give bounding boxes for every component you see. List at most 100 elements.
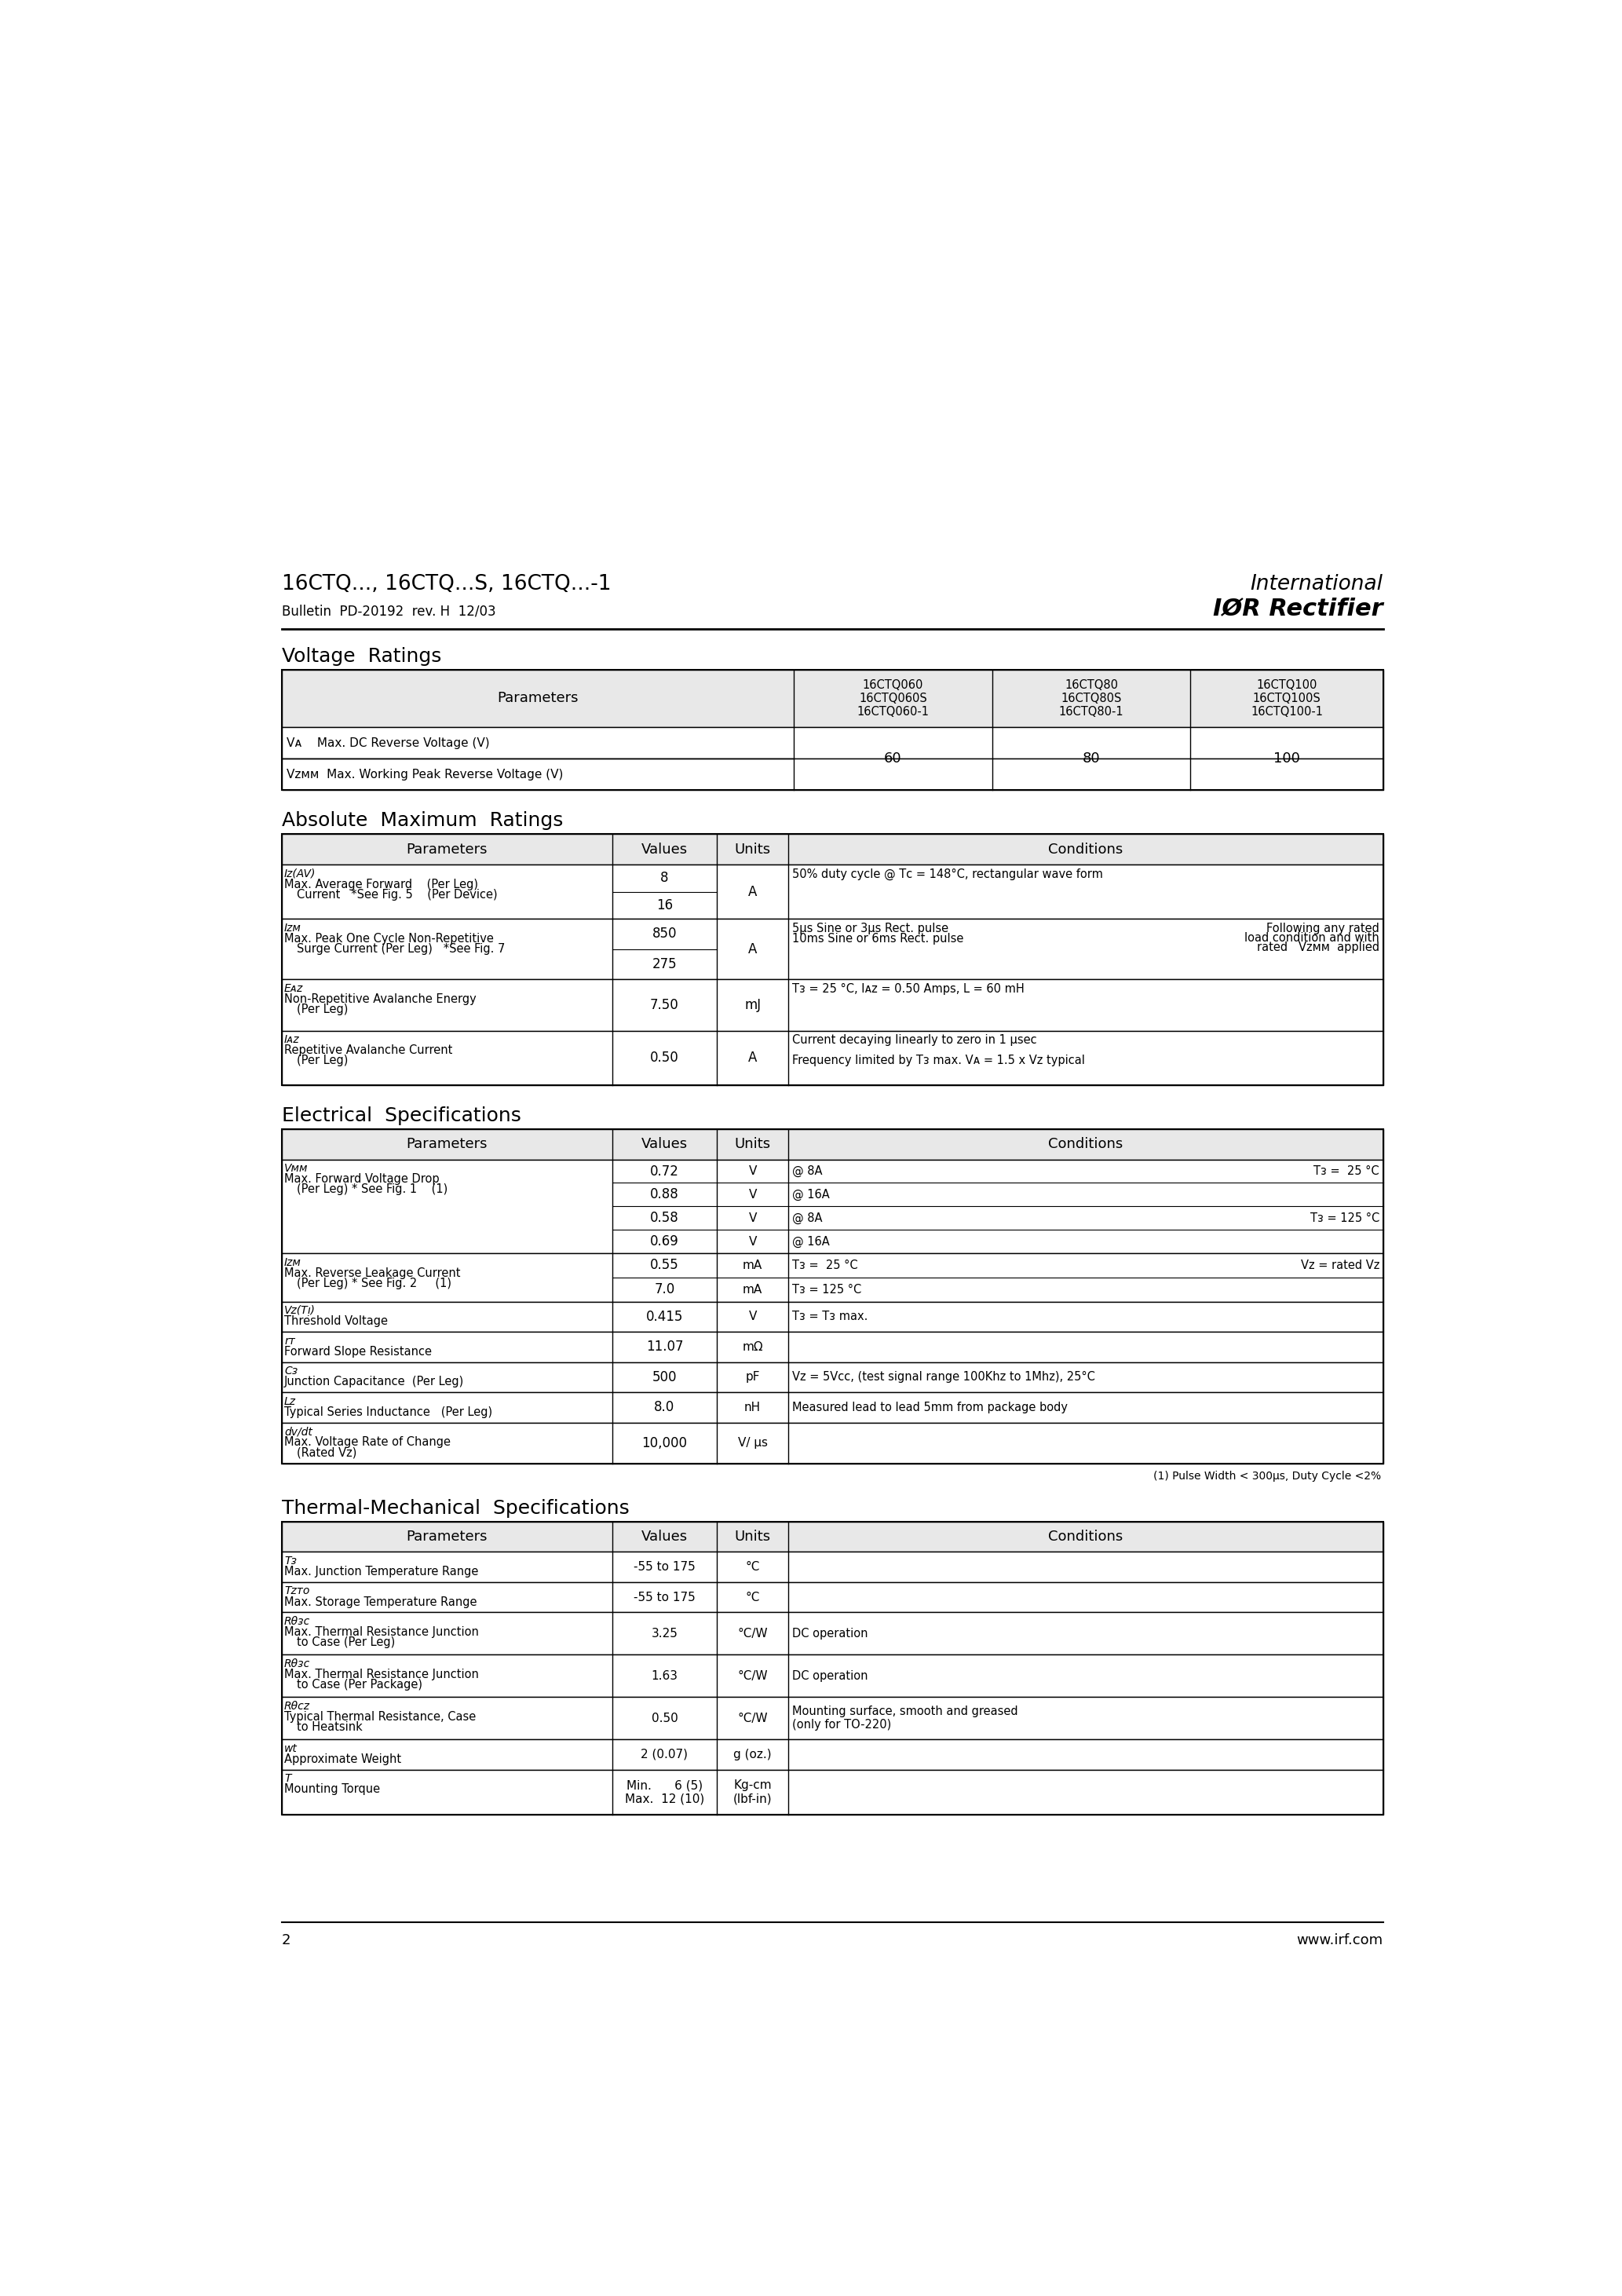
Text: V: V (749, 1212, 757, 1224)
Text: Typical Thermal Resistance, Case: Typical Thermal Resistance, Case (284, 1711, 475, 1722)
Text: °C/W: °C/W (738, 1669, 767, 1681)
Text: 0.55: 0.55 (650, 1258, 680, 1272)
Text: V: V (749, 1166, 757, 1178)
Text: 50% duty cycle @ Tᴄ = 148°C, rectangular wave form: 50% duty cycle @ Tᴄ = 148°C, rectangular… (792, 868, 1103, 879)
Text: 60: 60 (884, 751, 902, 765)
Text: to Heatsink: to Heatsink (297, 1722, 362, 1733)
Text: Vᴀ    Max. DC Reverse Voltage (V): Vᴀ Max. DC Reverse Voltage (V) (287, 737, 490, 748)
Text: Conditions: Conditions (1048, 1529, 1122, 1543)
Text: 275: 275 (652, 957, 676, 971)
Text: Values: Values (641, 843, 688, 856)
Text: Vᴢ(Tᴉ): Vᴢ(Tᴉ) (284, 1304, 316, 1316)
Text: nH: nH (744, 1401, 761, 1414)
Text: 10,000: 10,000 (642, 1435, 688, 1451)
Text: Lᴢ: Lᴢ (284, 1396, 297, 1407)
Text: A: A (748, 884, 757, 898)
Text: 0.88: 0.88 (650, 1187, 680, 1201)
Text: Mounting Torque: Mounting Torque (284, 1784, 380, 1795)
Text: Max. Voltage Rate of Change: Max. Voltage Rate of Change (284, 1437, 451, 1449)
Text: Max. Reverse Leakage Current: Max. Reverse Leakage Current (284, 1267, 461, 1279)
Text: IØR Rectifier: IØR Rectifier (1213, 597, 1384, 620)
Text: 1.63: 1.63 (650, 1669, 678, 1681)
Text: -55 to 175: -55 to 175 (634, 1591, 696, 1603)
Text: 16CTQ100
16CTQ100S
16CTQ100-1: 16CTQ100 16CTQ100S 16CTQ100-1 (1251, 680, 1324, 719)
Bar (282, 1582, 1384, 1612)
Text: Eᴀᴢ: Eᴀᴢ (284, 983, 303, 994)
Text: wt: wt (284, 1743, 297, 1754)
Text: @ 16A: @ 16A (792, 1235, 829, 1247)
Text: Values: Values (641, 1529, 688, 1543)
Text: Tᴈ = 125 °C: Tᴈ = 125 °C (1311, 1212, 1379, 1224)
Text: 16CTQ060
16CTQ060S
16CTQ060-1: 16CTQ060 16CTQ060S 16CTQ060-1 (856, 680, 929, 719)
Text: Max. Junction Temperature Range: Max. Junction Temperature Range (284, 1566, 478, 1577)
Text: Max. Thermal Resistance Junction: Max. Thermal Resistance Junction (284, 1626, 478, 1637)
Bar (282, 980, 1384, 1031)
Text: Conditions: Conditions (1048, 843, 1122, 856)
Text: Rθᴄᴢ: Rθᴄᴢ (284, 1701, 310, 1711)
Bar (282, 1362, 1384, 1391)
Text: Threshold Voltage: Threshold Voltage (284, 1316, 388, 1327)
Text: Current decaying linearly to zero in 1 μsec: Current decaying linearly to zero in 1 μ… (792, 1033, 1036, 1047)
Text: dv/dt: dv/dt (284, 1426, 313, 1437)
Text: www.irf.com: www.irf.com (1296, 1933, 1384, 1947)
Text: °C: °C (746, 1561, 759, 1573)
Text: Rθᴈᴄ: Rθᴈᴄ (284, 1616, 310, 1628)
Text: Parameters: Parameters (407, 1529, 488, 1543)
Text: Frequency limited by Tᴈ max. Vᴀ = 1.5 x Vᴢ typical: Frequency limited by Tᴈ max. Vᴀ = 1.5 x … (792, 1054, 1085, 1065)
Text: rated   Vᴢᴍᴍ  applied: rated Vᴢᴍᴍ applied (1257, 941, 1379, 953)
Text: Vᴢ = rated Vᴢ: Vᴢ = rated Vᴢ (1301, 1261, 1379, 1272)
Text: Repetitive Avalanche Current: Repetitive Avalanche Current (284, 1045, 453, 1056)
Text: 16: 16 (657, 898, 673, 912)
Text: Kg-cm
(lbf-in): Kg-cm (lbf-in) (733, 1779, 772, 1805)
Text: (1) Pulse Width < 300μs, Duty Cycle <2%: (1) Pulse Width < 300μs, Duty Cycle <2% (1153, 1472, 1380, 1481)
Text: Junction Capacitance  (Per Leg): Junction Capacitance (Per Leg) (284, 1375, 464, 1387)
Bar (282, 1332, 1384, 1362)
Text: Max. Thermal Resistance Junction: Max. Thermal Resistance Junction (284, 1669, 478, 1681)
Text: Tᴢᴛᴏ: Tᴢᴛᴏ (284, 1587, 310, 1596)
Text: 5μs Sine or 3μs Rect. pulse: 5μs Sine or 3μs Rect. pulse (792, 923, 949, 934)
Bar (282, 833, 1384, 1086)
Text: Vᴍᴍ: Vᴍᴍ (284, 1164, 308, 1173)
Text: (Per Leg) * See Fig. 2     (1): (Per Leg) * See Fig. 2 (1) (297, 1277, 451, 1288)
Text: (Per Leg) * See Fig. 1    (1): (Per Leg) * See Fig. 1 (1) (297, 1185, 448, 1196)
Text: Tᴈ: Tᴈ (284, 1554, 297, 1566)
Bar (282, 670, 1384, 790)
Text: 16CTQ80
16CTQ80S
16CTQ80-1: 16CTQ80 16CTQ80S 16CTQ80-1 (1059, 680, 1124, 719)
Text: Units: Units (735, 1137, 770, 1150)
Text: DC operation: DC operation (792, 1669, 868, 1681)
Text: Parameters: Parameters (407, 1137, 488, 1150)
Text: mA: mA (743, 1283, 762, 1295)
Bar (282, 670, 1384, 728)
Text: @ 8A: @ 8A (792, 1166, 822, 1178)
Bar (282, 1302, 1384, 1332)
Text: Following any rated: Following any rated (1267, 923, 1379, 934)
Text: 0.72: 0.72 (650, 1164, 680, 1178)
Text: Mounting surface, smooth and greased
(only for TO-220): Mounting surface, smooth and greased (on… (792, 1706, 1019, 1731)
Bar (282, 918, 1384, 980)
Text: 11.07: 11.07 (646, 1341, 683, 1355)
Text: Surge Current (Per Leg)   *See Fig. 7: Surge Current (Per Leg) *See Fig. 7 (297, 944, 504, 955)
Text: Voltage  Ratings: Voltage Ratings (282, 647, 441, 666)
Bar (282, 1522, 1384, 1552)
Text: Parameters: Parameters (407, 843, 488, 856)
Text: °C/W: °C/W (738, 1713, 767, 1724)
Text: A: A (748, 1052, 757, 1065)
Text: Thermal-Mechanical  Specifications: Thermal-Mechanical Specifications (282, 1499, 629, 1518)
Text: Max. Storage Temperature Range: Max. Storage Temperature Range (284, 1596, 477, 1607)
Text: Iᴢᴍ: Iᴢᴍ (284, 1256, 302, 1267)
Text: Max. Average Forward    (Per Leg): Max. Average Forward (Per Leg) (284, 879, 478, 891)
Text: @ 16A: @ 16A (792, 1189, 829, 1201)
Text: °C/W: °C/W (738, 1628, 767, 1639)
Text: Non-Repetitive Avalanche Energy: Non-Repetitive Avalanche Energy (284, 994, 477, 1006)
Text: (Per Leg): (Per Leg) (297, 1054, 347, 1068)
Text: 0.58: 0.58 (650, 1210, 680, 1226)
Text: Tᴈ =  25 °C: Tᴈ = 25 °C (792, 1261, 858, 1272)
Text: Electrical  Specifications: Electrical Specifications (282, 1107, 521, 1125)
Text: Typical Series Inductance   (Per Leg): Typical Series Inductance (Per Leg) (284, 1405, 493, 1419)
Text: °C: °C (746, 1591, 759, 1603)
Text: 500: 500 (652, 1371, 676, 1384)
Text: Parameters: Parameters (498, 691, 579, 705)
Text: 100: 100 (1273, 751, 1301, 765)
Bar (282, 1552, 1384, 1582)
Bar (282, 1612, 1384, 1655)
